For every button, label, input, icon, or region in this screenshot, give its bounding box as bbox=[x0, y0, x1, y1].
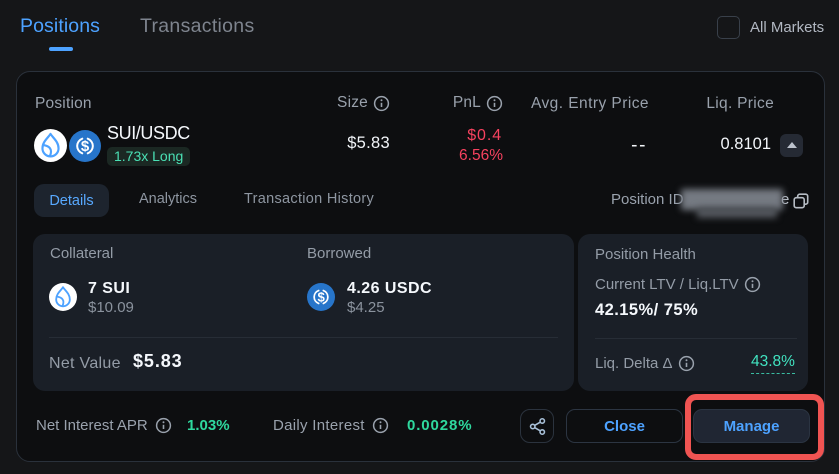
svg-text:$: $ bbox=[317, 289, 325, 304]
svg-text:$: $ bbox=[81, 138, 90, 155]
